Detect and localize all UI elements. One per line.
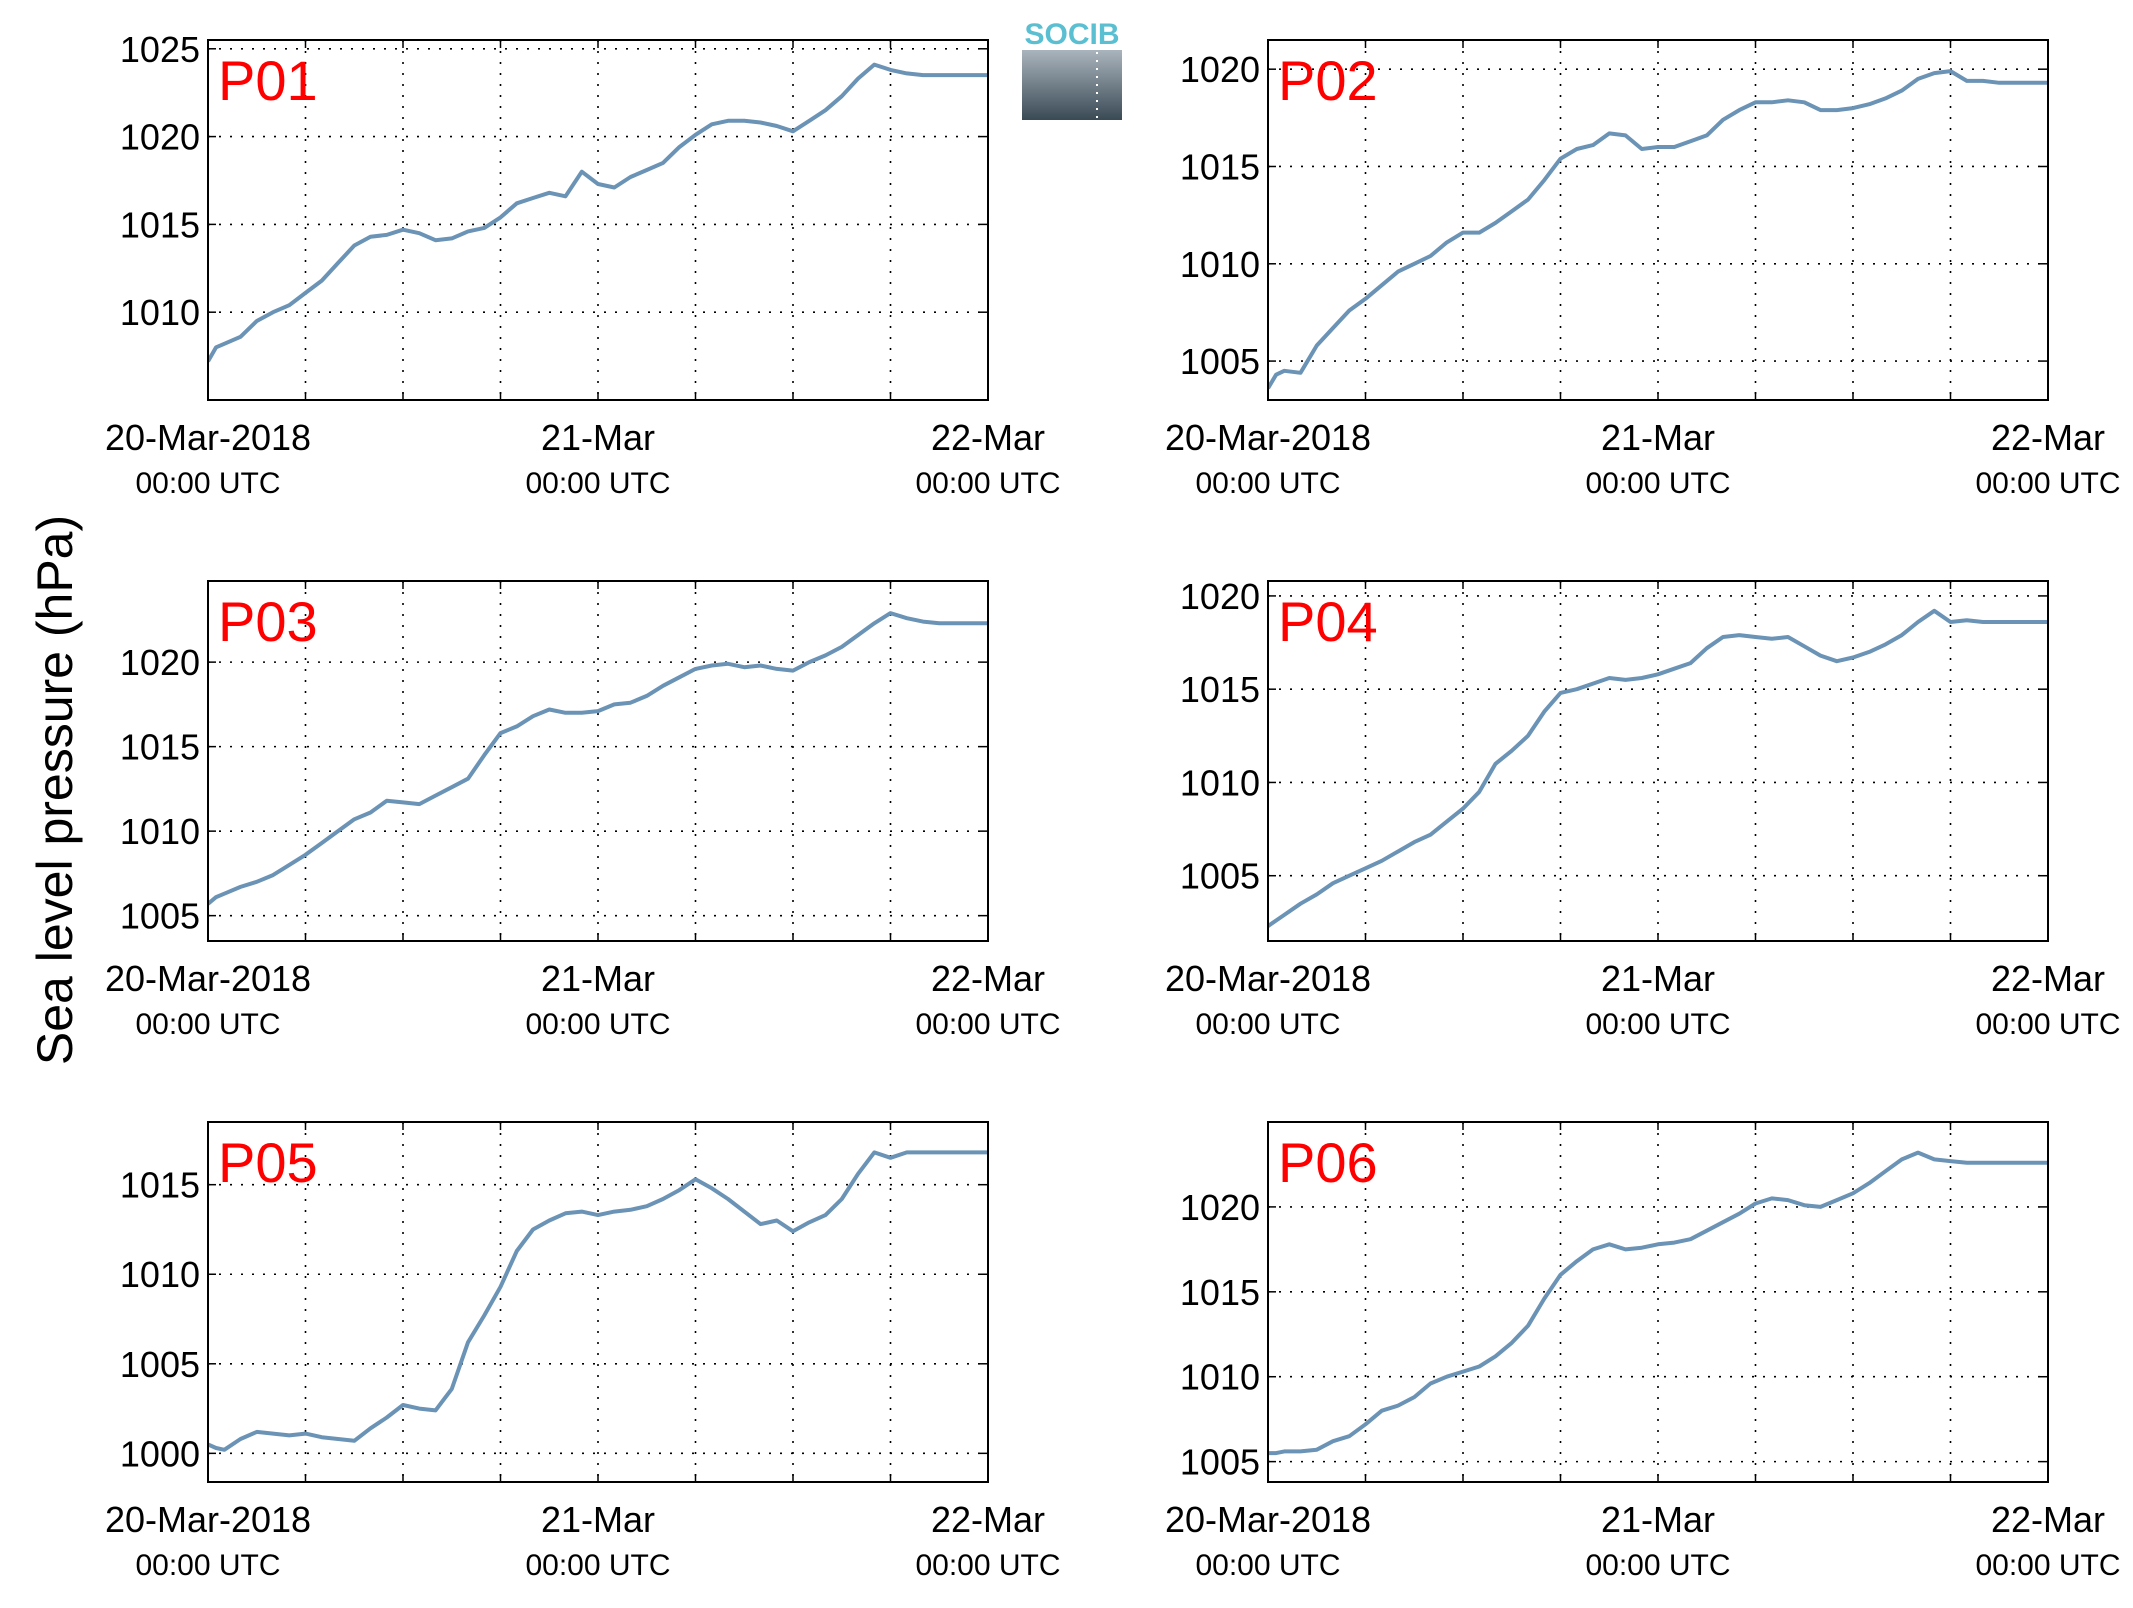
x-tick-label-time: 00:00 UTC	[135, 1008, 280, 1041]
x-tick-label-time: 00:00 UTC	[525, 467, 670, 500]
x-tick-label-time: 00:00 UTC	[1585, 1008, 1730, 1041]
panel-label: P05	[218, 1131, 318, 1194]
y-tick-label: 1000	[120, 1433, 200, 1474]
y-tick-label: 1020	[120, 117, 200, 158]
x-tick-label-time: 00:00 UTC	[135, 467, 280, 500]
x-tick-label-date: 20-Mar-2018	[1165, 958, 1371, 999]
y-tick-label: 1015	[120, 204, 200, 245]
pressure-series-line	[208, 611, 988, 906]
y-tick-label: 1010	[1180, 762, 1260, 803]
chart-panel-p05: 1000 1005 1010 1015 20-Mar-2018 00:00 UTC 21-M…	[105, 1121, 1061, 1582]
chart-panel-p06: 1005 1010 1015 1020 20-Mar-2018 00:00 UTC 21-M…	[1165, 1121, 2121, 1582]
panel-label: P04	[1278, 590, 1378, 653]
y-tick-label: 1015	[1180, 669, 1260, 710]
x-tick-label-date: 22-Mar	[1991, 958, 2105, 999]
axes-frame	[207, 580, 989, 942]
y-tick-label: 1015	[120, 1165, 200, 1206]
y-tick-label: 1010	[120, 811, 200, 852]
x-tick-label-date: 22-Mar	[1991, 1499, 2105, 1540]
axes-frame	[1267, 1121, 2049, 1483]
socib-logo-text: SOCIB	[1024, 18, 1119, 51]
x-tick-label-time: 00:00 UTC	[915, 1549, 1060, 1582]
panel-label: P02	[1278, 49, 1378, 112]
x-tick-label-time: 00:00 UTC	[1975, 467, 2120, 500]
x-tick-label-date: 22-Mar	[1991, 417, 2105, 458]
chart-panel-p02: 1005 1010 1015 1020 20-Mar-2018 00:00 UTC 21-M…	[1165, 39, 2121, 500]
y-tick-label: 1010	[120, 1254, 200, 1295]
x-tick-label-time: 00:00 UTC	[915, 1008, 1060, 1041]
y-tick-label: 1010	[120, 292, 200, 333]
y-tick-label: 1020	[1180, 49, 1260, 90]
x-tick-label-date: 20-Mar-2018	[105, 1499, 311, 1540]
x-tick-label-time: 00:00 UTC	[525, 1008, 670, 1041]
x-tick-label-date: 21-Mar	[1601, 1499, 1715, 1540]
y-tick-label: 1015	[120, 727, 200, 768]
x-tick-label-time: 00:00 UTC	[135, 1549, 280, 1582]
x-tick-label-time: 00:00 UTC	[1195, 1549, 1340, 1582]
x-tick-label-date: 22-Mar	[931, 958, 1045, 999]
x-tick-label-date: 20-Mar-2018	[1165, 1499, 1371, 1540]
y-tick-label: 1015	[1180, 146, 1260, 187]
y-tick-label: 1005	[120, 896, 200, 937]
y-tick-label: 1010	[1180, 244, 1260, 285]
chart-panel-p04: 1005 1010 1015 1020 20-Mar-2018 00:00 UTC 21-M…	[1165, 576, 2121, 1041]
pressure-series-line	[208, 1150, 988, 1452]
y-tick-label: 1005	[120, 1344, 200, 1385]
x-tick-label-date: 20-Mar-2018	[1165, 417, 1371, 458]
y-axis-label: Sea level pressure (hPa)	[27, 515, 83, 1065]
panels: 1010 1015 1020 1025 20-Mar-2018 00:00 UTC 21-M…	[105, 29, 2121, 1582]
x-tick-label-time: 00:00 UTC	[1975, 1008, 2120, 1041]
axes-frame	[207, 39, 989, 401]
y-tick-label: 1005	[1180, 341, 1260, 382]
x-tick-label-time: 00:00 UTC	[1585, 1549, 1730, 1582]
x-tick-label-date: 22-Mar	[931, 417, 1045, 458]
x-tick-label-time: 00:00 UTC	[1195, 467, 1340, 500]
y-tick-label: 1020	[1180, 1187, 1260, 1228]
x-tick-label-date: 21-Mar	[541, 1499, 655, 1540]
y-tick-label: 1020	[1180, 576, 1260, 617]
chart-panel-p01: 1010 1015 1020 1025 20-Mar-2018 00:00 UTC 21-M…	[105, 29, 1061, 500]
x-tick-label-date: 20-Mar-2018	[105, 417, 311, 458]
y-tick-label: 1025	[120, 29, 200, 70]
x-tick-label-time: 00:00 UTC	[915, 467, 1060, 500]
y-tick-label: 1015	[1180, 1272, 1260, 1313]
axes-frame	[207, 1121, 989, 1483]
x-tick-label-date: 20-Mar-2018	[105, 958, 311, 999]
y-tick-label: 1020	[120, 642, 200, 683]
pressure-series-line	[1268, 608, 2048, 928]
pressure-series-line	[208, 62, 988, 363]
y-tick-label: 1005	[1180, 856, 1260, 897]
pressure-series-line	[1268, 1150, 2048, 1456]
axes-frame	[1267, 39, 2049, 401]
x-tick-label-date: 22-Mar	[931, 1499, 1045, 1540]
chart-panel-p03: 1005 1010 1015 1020 20-Mar-2018 00:00 UTC 21-M…	[105, 580, 1061, 1041]
x-tick-label-time: 00:00 UTC	[525, 1549, 670, 1582]
x-tick-label-date: 21-Mar	[541, 417, 655, 458]
y-tick-label: 1005	[1180, 1442, 1260, 1483]
x-tick-label-time: 00:00 UTC	[1975, 1549, 2120, 1582]
pressure-series-line	[1268, 69, 2048, 390]
socib-logo: SOCIB	[1022, 18, 1122, 120]
panel-label: P06	[1278, 1131, 1378, 1194]
panel-label: P03	[218, 590, 318, 653]
x-tick-label-date: 21-Mar	[1601, 417, 1715, 458]
axes-frame	[1267, 580, 2049, 942]
x-tick-label-date: 21-Mar	[541, 958, 655, 999]
x-tick-label-time: 00:00 UTC	[1585, 467, 1730, 500]
x-tick-label-time: 00:00 UTC	[1195, 1008, 1340, 1041]
x-tick-label-date: 21-Mar	[1601, 958, 1715, 999]
panel-label: P01	[218, 49, 318, 112]
y-tick-label: 1010	[1180, 1357, 1260, 1398]
